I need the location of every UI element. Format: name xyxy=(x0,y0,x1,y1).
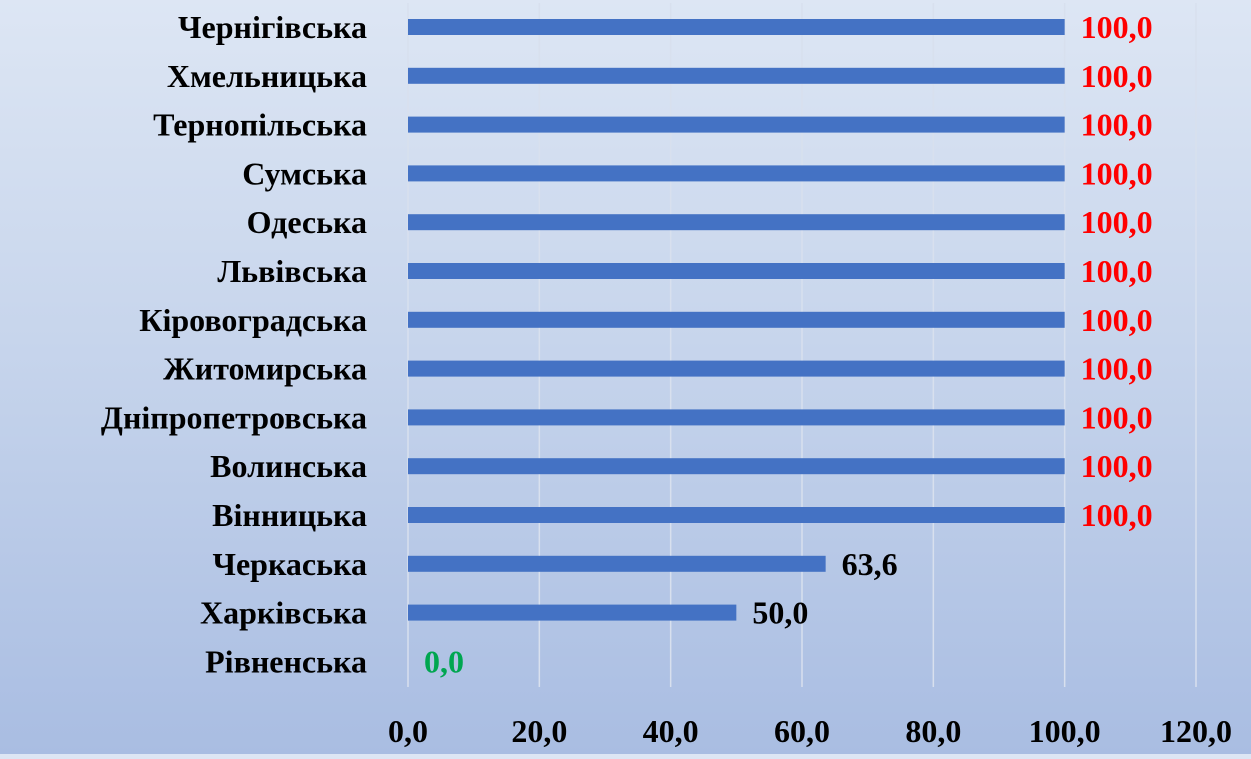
bar xyxy=(408,360,1065,377)
bar xyxy=(408,67,1065,84)
value-label: 100,0 xyxy=(1081,204,1153,240)
value-label: 0,0 xyxy=(424,643,464,679)
category-label: Тернопільська xyxy=(153,107,367,143)
category-label: Житомирська xyxy=(163,351,367,387)
value-label: 100,0 xyxy=(1081,253,1153,289)
category-label: Волинська xyxy=(210,448,367,484)
category-label: Рівненська xyxy=(205,643,367,679)
bar xyxy=(408,604,737,621)
category-label: Черкаська xyxy=(212,546,367,582)
bar xyxy=(408,311,1065,328)
value-label: 100,0 xyxy=(1081,448,1153,484)
value-label: 100,0 xyxy=(1081,302,1153,338)
x-tick-label: 0,0 xyxy=(388,713,428,749)
category-label: Кіровоградська xyxy=(139,302,367,338)
x-tick-label: 60,0 xyxy=(774,713,830,749)
value-label: 100,0 xyxy=(1081,58,1153,94)
label-layer: 0,0 20,0 40,0 60,0 80,0 100,0 120,0 Чернігівськ… xyxy=(101,9,1232,749)
category-label: Вінницька xyxy=(212,497,367,533)
x-tick-label: 100,0 xyxy=(1029,713,1101,749)
category-label: Сумська xyxy=(242,155,367,191)
bar xyxy=(408,507,1065,523)
value-label: 100,0 xyxy=(1081,497,1153,533)
value-label: 100,0 xyxy=(1081,351,1153,387)
category-label: Чернігівська xyxy=(178,9,367,45)
category-label: Львівська xyxy=(217,253,367,289)
bar xyxy=(408,409,1065,426)
category-label: Хмельницька xyxy=(167,58,367,94)
bar xyxy=(408,165,1065,182)
bar-layer xyxy=(408,19,1065,621)
value-label: 63,6 xyxy=(842,546,898,582)
x-tick-label: 120,0 xyxy=(1160,713,1232,749)
value-label: 100,0 xyxy=(1081,155,1153,191)
bar xyxy=(408,458,1065,475)
value-label: 100,0 xyxy=(1081,399,1153,435)
value-label: 100,0 xyxy=(1081,107,1153,143)
bar xyxy=(408,19,1065,35)
x-tick-label: 20,0 xyxy=(511,713,567,749)
bar xyxy=(408,555,826,572)
value-label: 100,0 xyxy=(1081,9,1153,45)
value-label: 50,0 xyxy=(752,595,808,631)
category-label: Одеська xyxy=(247,204,367,240)
grid-layer xyxy=(407,3,1197,687)
x-tick-label: 80,0 xyxy=(905,713,961,749)
x-tick-label: 40,0 xyxy=(643,713,699,749)
category-label: Дніпропетровська xyxy=(101,399,367,435)
bar xyxy=(408,263,1065,279)
bar xyxy=(408,116,1065,133)
bar xyxy=(408,214,1065,231)
category-label: Харківська xyxy=(200,595,367,631)
